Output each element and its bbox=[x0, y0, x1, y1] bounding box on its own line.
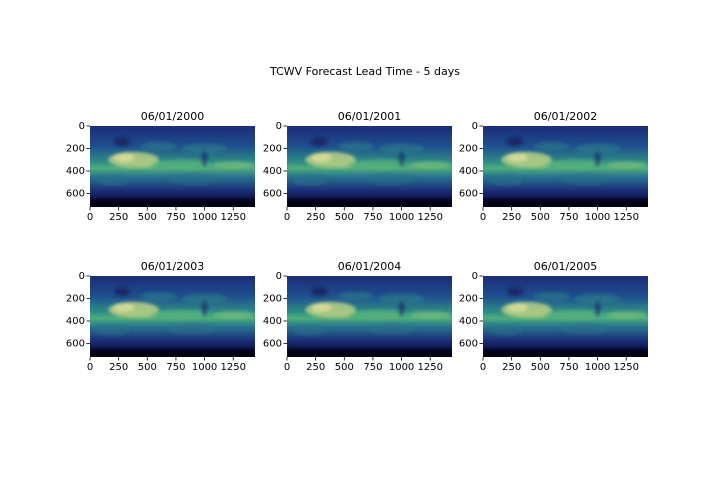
y-tick-label: 0 bbox=[472, 271, 478, 282]
subplot: 06/01/2000 0 250 500 750 1000 1250 0 200 400 600 bbox=[66, 110, 255, 223]
x-tick-label: 1250 bbox=[418, 362, 443, 373]
y-tick-label: 0 bbox=[79, 271, 85, 282]
x-tick-label: 1000 bbox=[585, 212, 610, 223]
y-tick-label: 0 bbox=[472, 121, 478, 132]
x-tick-label: 0 bbox=[480, 212, 486, 223]
y-tick-label: 600 bbox=[66, 189, 85, 200]
x-tick-label: 0 bbox=[480, 362, 486, 373]
figure-title: TCWV Forecast Lead Time - 5 days bbox=[269, 65, 460, 78]
image-field bbox=[90, 276, 255, 357]
subplot: 06/01/2001 0 250 500 750 1000 1250 0 200 400 600 bbox=[263, 110, 452, 223]
image-field bbox=[287, 276, 452, 357]
image bbox=[483, 276, 648, 357]
x-tick-label: 1250 bbox=[221, 362, 246, 373]
x-tick-label: 1250 bbox=[614, 362, 639, 373]
x-tick-label: 1000 bbox=[585, 362, 610, 373]
x-tick-label: 1250 bbox=[221, 212, 246, 223]
x-tick-label: 250 bbox=[502, 212, 521, 223]
x-tick-label: 0 bbox=[284, 362, 290, 373]
x-tick-label: 750 bbox=[559, 362, 578, 373]
subplot-title: 06/01/2003 bbox=[141, 260, 204, 273]
image-field bbox=[483, 126, 648, 207]
image bbox=[90, 126, 255, 207]
image bbox=[287, 276, 452, 357]
x-tick-label: 750 bbox=[363, 212, 382, 223]
x-tick-label: 750 bbox=[363, 362, 382, 373]
x-tick-label: 250 bbox=[502, 362, 521, 373]
x-tick-label: 0 bbox=[87, 212, 93, 223]
x-tick-label: 500 bbox=[335, 212, 354, 223]
y-tick-label: 600 bbox=[459, 189, 478, 200]
x-tick-label: 0 bbox=[87, 362, 93, 373]
y-tick-label: 400 bbox=[459, 166, 478, 177]
y-tick-label: 0 bbox=[79, 121, 85, 132]
subplot-title: 06/01/2001 bbox=[338, 110, 401, 123]
subplot-title: 06/01/2002 bbox=[534, 110, 597, 123]
x-tick-label: 750 bbox=[166, 362, 185, 373]
y-tick-label: 600 bbox=[66, 339, 85, 350]
x-tick-label: 250 bbox=[306, 362, 325, 373]
y-tick-label: 200 bbox=[66, 294, 85, 305]
y-tick-label: 600 bbox=[263, 189, 282, 200]
y-tick-label: 200 bbox=[263, 144, 282, 155]
image-field bbox=[483, 276, 648, 357]
y-tick-label: 600 bbox=[263, 339, 282, 350]
subplot-title: 06/01/2000 bbox=[141, 110, 204, 123]
x-tick-label: 0 bbox=[284, 212, 290, 223]
y-tick-label: 400 bbox=[263, 166, 282, 177]
x-tick-label: 250 bbox=[306, 212, 325, 223]
y-tick-label: 400 bbox=[66, 166, 85, 177]
y-tick-label: 0 bbox=[276, 121, 282, 132]
subplot-title: 06/01/2005 bbox=[534, 260, 597, 273]
image bbox=[90, 276, 255, 357]
x-tick-label: 250 bbox=[109, 212, 128, 223]
x-tick-label: 1000 bbox=[389, 212, 414, 223]
subplot: 06/01/2003 0 250 500 750 1000 1250 0 200 400 600 bbox=[66, 260, 255, 373]
y-tick-label: 400 bbox=[459, 316, 478, 327]
image bbox=[287, 126, 452, 207]
y-tick-label: 600 bbox=[459, 339, 478, 350]
x-tick-label: 1000 bbox=[389, 362, 414, 373]
image-field bbox=[287, 126, 452, 207]
y-tick-label: 200 bbox=[263, 294, 282, 305]
x-tick-label: 1000 bbox=[192, 212, 217, 223]
x-tick-label: 500 bbox=[335, 362, 354, 373]
y-tick-label: 200 bbox=[459, 294, 478, 305]
x-tick-label: 1250 bbox=[418, 212, 443, 223]
x-tick-label: 500 bbox=[138, 212, 157, 223]
x-tick-label: 1000 bbox=[192, 362, 217, 373]
image bbox=[483, 126, 648, 207]
x-tick-label: 1250 bbox=[614, 212, 639, 223]
x-tick-label: 750 bbox=[166, 212, 185, 223]
image-field bbox=[90, 126, 255, 207]
x-tick-label: 500 bbox=[138, 362, 157, 373]
y-tick-label: 0 bbox=[276, 271, 282, 282]
x-tick-label: 500 bbox=[531, 212, 550, 223]
subplot: 06/01/2002 0 250 500 750 1000 1250 0 200 400 600 bbox=[459, 110, 648, 223]
x-tick-label: 500 bbox=[531, 362, 550, 373]
x-tick-label: 250 bbox=[109, 362, 128, 373]
y-tick-label: 200 bbox=[459, 144, 478, 155]
x-tick-label: 750 bbox=[559, 212, 578, 223]
y-tick-label: 400 bbox=[66, 316, 85, 327]
y-tick-label: 400 bbox=[263, 316, 282, 327]
subplot-title: 06/01/2004 bbox=[338, 260, 401, 273]
subplot: 06/01/2005 0 250 500 750 1000 1250 0 200 400 600 bbox=[459, 260, 648, 373]
subplot: 06/01/2004 0 250 500 750 1000 1250 0 200 400 600 bbox=[263, 260, 452, 373]
y-tick-label: 200 bbox=[66, 144, 85, 155]
